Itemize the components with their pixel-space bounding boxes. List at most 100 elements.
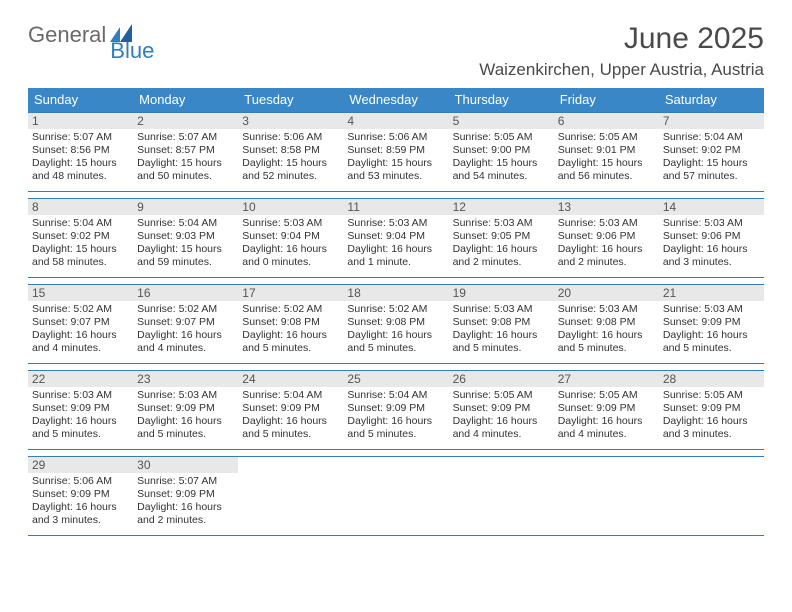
day-number: 28 (659, 371, 764, 387)
daylight-line: Daylight: 16 hours and 5 minutes. (242, 329, 339, 355)
week-row: 15Sunrise: 5:02 AMSunset: 9:07 PMDayligh… (28, 284, 764, 364)
sunset-line: Sunset: 8:56 PM (32, 144, 129, 157)
daylight-line: Daylight: 15 hours and 59 minutes. (137, 243, 234, 269)
day-number: 15 (28, 285, 133, 301)
day-cell: 11Sunrise: 5:03 AMSunset: 9:04 PMDayligh… (343, 199, 448, 277)
sunrise-line: Sunrise: 5:02 AM (242, 303, 339, 316)
daylight-line: Daylight: 15 hours and 58 minutes. (32, 243, 129, 269)
sunset-line: Sunset: 9:09 PM (32, 402, 129, 415)
week-row: 29Sunrise: 5:06 AMSunset: 9:09 PMDayligh… (28, 456, 764, 536)
day-number: 4 (343, 113, 448, 129)
weekday-header: Monday (133, 88, 238, 112)
sunrise-line: Sunrise: 5:02 AM (32, 303, 129, 316)
weekday-header: Sunday (28, 88, 133, 112)
sunset-line: Sunset: 9:00 PM (453, 144, 550, 157)
daylight-line: Daylight: 16 hours and 5 minutes. (663, 329, 760, 355)
daylight-line: Daylight: 16 hours and 5 minutes. (347, 329, 444, 355)
weekday-header: Tuesday (238, 88, 343, 112)
day-number: 19 (449, 285, 554, 301)
day-cell (343, 457, 448, 535)
day-number: 6 (554, 113, 659, 129)
sunset-line: Sunset: 9:09 PM (663, 316, 760, 329)
day-cell: 22Sunrise: 5:03 AMSunset: 9:09 PMDayligh… (28, 371, 133, 449)
day-cell: 23Sunrise: 5:03 AMSunset: 9:09 PMDayligh… (133, 371, 238, 449)
sunset-line: Sunset: 9:08 PM (558, 316, 655, 329)
day-cell: 17Sunrise: 5:02 AMSunset: 9:08 PMDayligh… (238, 285, 343, 363)
daylight-line: Daylight: 16 hours and 4 minutes. (32, 329, 129, 355)
sunrise-line: Sunrise: 5:06 AM (32, 475, 129, 488)
day-cell: 8Sunrise: 5:04 AMSunset: 9:02 PMDaylight… (28, 199, 133, 277)
sunset-line: Sunset: 9:02 PM (663, 144, 760, 157)
daylight-line: Daylight: 16 hours and 1 minute. (347, 243, 444, 269)
sunrise-line: Sunrise: 5:04 AM (663, 131, 760, 144)
daylight-line: Daylight: 16 hours and 5 minutes. (558, 329, 655, 355)
sunset-line: Sunset: 9:09 PM (347, 402, 444, 415)
day-number: 30 (133, 457, 238, 473)
sunset-line: Sunset: 8:58 PM (242, 144, 339, 157)
sunset-line: Sunset: 9:09 PM (663, 402, 760, 415)
daylight-line: Daylight: 15 hours and 56 minutes. (558, 157, 655, 183)
day-number: 12 (449, 199, 554, 215)
weeks-container: 1 Sunrise: 5:07 AMSunset: 8:56 PM Daylight… (28, 112, 764, 536)
daylight-line: Daylight: 16 hours and 5 minutes. (347, 415, 444, 441)
sunrise-line: Sunrise: 5:03 AM (663, 303, 760, 316)
day-number: 7 (659, 113, 764, 129)
day-cell: 30Sunrise: 5:07 AMSunset: 9:09 PMDayligh… (133, 457, 238, 535)
day-number: 23 (133, 371, 238, 387)
day-cell: 12Sunrise: 5:03 AMSunset: 9:05 PMDayligh… (449, 199, 554, 277)
sunrise-line: Sunrise: 5:05 AM (663, 389, 760, 402)
day-cell: 14Sunrise: 5:03 AMSunset: 9:06 PMDayligh… (659, 199, 764, 277)
sunset-line: Sunset: 9:08 PM (453, 316, 550, 329)
sunset-line: Sunset: 9:03 PM (137, 230, 234, 243)
page-title: June 2025 (624, 22, 764, 56)
daylight-line: Daylight: 16 hours and 3 minutes. (663, 415, 760, 441)
day-number: 20 (554, 285, 659, 301)
sunrise-line: Sunrise: 5:05 AM (453, 131, 550, 144)
sunset-line: Sunset: 9:09 PM (242, 402, 339, 415)
day-number: 21 (659, 285, 764, 301)
day-cell: 19 Sunrise: 5:03 AMSunset: 9:08 PMDayligh… (449, 285, 554, 363)
daylight-line: Daylight: 16 hours and 5 minutes. (453, 329, 550, 355)
day-cell (659, 457, 764, 535)
sunrise-line: Sunrise: 5:03 AM (32, 389, 129, 402)
sunrise-line: Sunrise: 5:03 AM (453, 303, 550, 316)
sunrise-line: Sunrise: 5:03 AM (347, 217, 444, 230)
day-number: 13 (554, 199, 659, 215)
sunset-line: Sunset: 9:07 PM (137, 316, 234, 329)
daylight-line: Daylight: 16 hours and 4 minutes. (453, 415, 550, 441)
sunrise-line: Sunrise: 5:05 AM (558, 131, 655, 144)
day-number: 3 (238, 113, 343, 129)
sunset-line: Sunset: 9:06 PM (558, 230, 655, 243)
sunset-line: Sunset: 9:08 PM (347, 316, 444, 329)
day-number: 22 (28, 371, 133, 387)
daylight-line: Daylight: 15 hours and 57 minutes. (663, 157, 760, 183)
weekday-header: Thursday (449, 88, 554, 112)
sunset-line: Sunset: 9:04 PM (242, 230, 339, 243)
weekday-header: Wednesday (343, 88, 448, 112)
day-cell (554, 457, 659, 535)
sunrise-line: Sunrise: 5:07 AM (32, 131, 129, 144)
day-number: 8 (28, 199, 133, 215)
sunrise-line: Sunrise: 5:03 AM (137, 389, 234, 402)
daylight-line: Daylight: 16 hours and 4 minutes. (558, 415, 655, 441)
sunrise-line: Sunrise: 5:04 AM (347, 389, 444, 402)
day-cell: 26Sunrise: 5:05 AMSunset: 9:09 PMDayligh… (449, 371, 554, 449)
day-cell: 7 Sunrise: 5:04 AMSunset: 9:02 PMDaylight… (659, 113, 764, 191)
day-number: 25 (343, 371, 448, 387)
weekday-header: Saturday (659, 88, 764, 112)
sunset-line: Sunset: 9:07 PM (32, 316, 129, 329)
sunrise-line: Sunrise: 5:02 AM (137, 303, 234, 316)
sunset-line: Sunset: 9:08 PM (242, 316, 339, 329)
daylight-line: Daylight: 16 hours and 0 minutes. (242, 243, 339, 269)
weekday-header-row: Sunday Monday Tuesday Wednesday Thursday… (28, 88, 764, 112)
week-row: 1 Sunrise: 5:07 AMSunset: 8:56 PM Daylight… (28, 112, 764, 192)
sunrise-line: Sunrise: 5:03 AM (663, 217, 760, 230)
day-cell (449, 457, 554, 535)
daylight-line: Daylight: 16 hours and 3 minutes. (32, 501, 129, 527)
day-number: 14 (659, 199, 764, 215)
day-cell: 3Sunrise: 5:06 AMSunset: 8:58 PMDaylight… (238, 113, 343, 191)
day-cell: 25 Sunrise: 5:04 AMSunset: 9:09 PMDayligh… (343, 371, 448, 449)
daylight-line: Daylight: 16 hours and 3 minutes. (663, 243, 760, 269)
logo-text-blue: Blue (110, 38, 154, 64)
day-number: 1 (28, 113, 133, 129)
